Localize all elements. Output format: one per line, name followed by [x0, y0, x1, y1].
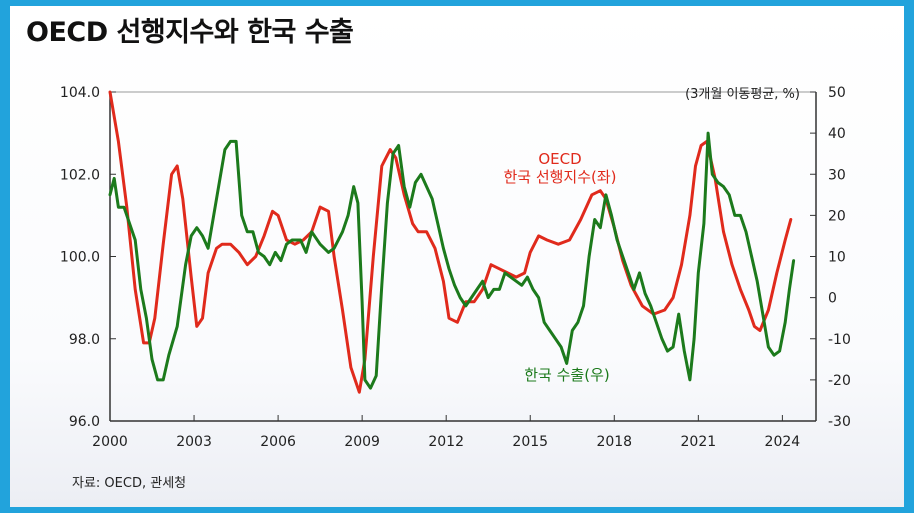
- x-tick-label: 2015: [512, 434, 548, 450]
- series-group: [108, 90, 796, 394]
- source-note: 자료: OECD, 관세청: [72, 476, 187, 491]
- y-right-tick-label: -10: [828, 332, 851, 348]
- y-right-tick-label: 20: [828, 208, 846, 224]
- y-left-tick-label: 98.0: [69, 332, 100, 348]
- y-left-tick-label: 102.0: [60, 167, 100, 183]
- y-right-tick-label: 10: [828, 250, 846, 266]
- oecd-series-line: [108, 90, 793, 394]
- y-left-tick-label: 100.0: [60, 250, 100, 266]
- x-tick-label: 2003: [176, 434, 212, 450]
- x-tick-label: 2006: [260, 434, 296, 450]
- chart-title: OECD 선행지수와 한국 수출: [26, 17, 354, 48]
- exports-series-label: 한국 수출(우): [524, 366, 609, 384]
- y-right-tick-label: 50: [828, 85, 846, 101]
- y-right-tick-label: 0: [828, 291, 837, 307]
- x-tick-label: 2000: [92, 434, 128, 450]
- x-tick-label: 2021: [681, 434, 717, 450]
- y-left-tick-label: 96.0: [69, 414, 100, 430]
- oecd-series-label-line2: 한국 선행지수(좌): [503, 168, 616, 186]
- y-right-tick-label: -30: [828, 414, 851, 430]
- unit-note: (3개월 이동평균, %): [685, 87, 800, 102]
- x-tick-label: 2009: [344, 434, 380, 450]
- y-right-tick-label: 30: [828, 167, 846, 183]
- chart-frame: [10, 6, 904, 507]
- tick-group: 104.0 102.0 100.0 98.0 96.0 50 40 30 20 10 0 -10 -20…: [60, 85, 851, 450]
- y-right-tick-label: -20: [828, 373, 851, 389]
- x-tick-label: 2024: [765, 434, 801, 450]
- x-tick-label: 2012: [428, 434, 464, 450]
- oecd-series-label-line1: OECD: [538, 150, 581, 168]
- y-right-tick-label: 40: [828, 126, 846, 142]
- exports-series-line: [108, 131, 796, 390]
- x-tick-label: 2018: [596, 434, 632, 450]
- y-left-tick-label: 104.0: [60, 85, 100, 101]
